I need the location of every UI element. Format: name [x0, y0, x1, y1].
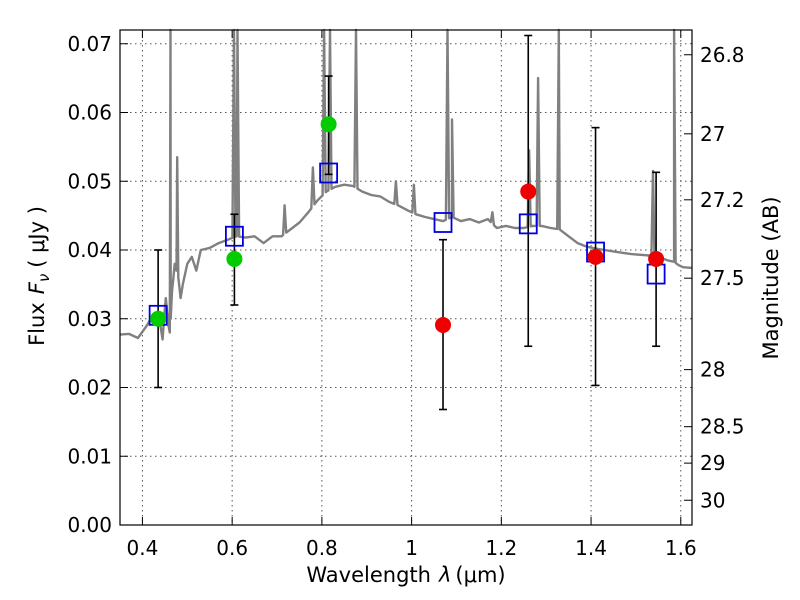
y-tick-label: 0.05 — [67, 169, 112, 193]
model-photometry-square — [518, 213, 538, 235]
x-tick-label: 1.6 — [665, 536, 697, 560]
right-tick-label: 28 — [700, 358, 725, 382]
x-tick-label: 1.2 — [485, 536, 517, 560]
model-photometry-square — [224, 225, 244, 247]
model-spectrum — [119, 28, 693, 341]
y-axis-label: FluxFν( μJy ) — [25, 206, 53, 346]
y-tick-label: 0.00 — [67, 513, 112, 537]
x-tick-label: 1 — [405, 536, 418, 560]
y-tick-label: 0.01 — [67, 444, 112, 468]
observed-point — [520, 183, 537, 200]
model-photometry — [148, 162, 666, 326]
y-tick-label: 0.04 — [67, 238, 112, 262]
observed-point — [648, 250, 665, 267]
axis-ticks — [120, 30, 692, 526]
observed-point — [320, 116, 337, 133]
y-tick-label: 0.06 — [67, 101, 112, 125]
x-tick-label: 0.4 — [127, 536, 159, 560]
right-axis-label: Magnitude (AB) — [759, 196, 783, 359]
right-tick-label: 26.8 — [700, 43, 745, 67]
x-tick-label: 0.8 — [306, 536, 338, 560]
right-tick-label: 27 — [700, 122, 725, 146]
x-tick-label: 0.6 — [216, 536, 248, 560]
observed-point — [435, 316, 452, 333]
right-tick-label: 28.5 — [700, 415, 745, 439]
x-tick-label: 1.4 — [575, 536, 607, 560]
right-tick-label: 27.5 — [700, 266, 745, 290]
observed-point — [587, 248, 604, 265]
spectrum-line — [119, 28, 693, 341]
right-tick-label: 29 — [700, 451, 725, 475]
model-photometry-square — [319, 162, 339, 184]
model-photometry-square — [433, 212, 453, 233]
observed-photometry — [150, 116, 665, 333]
y-tick-label: 0.07 — [67, 32, 112, 56]
observed-point — [150, 310, 167, 327]
y-tick-label: 0.03 — [67, 307, 112, 331]
x-axis-label: Wavelength λ (μm) — [306, 563, 505, 587]
y-tick-labels: 0.00 0.01 0.02 0.03 0.04 0.05 0.06 0.07 — [67, 32, 112, 537]
y-tick-label: 0.02 — [67, 376, 112, 400]
plot-frame — [119, 29, 693, 526]
grid-lines — [120, 30, 692, 526]
right-tick-labels: 26.8 27 27.2 27.5 28 28.5 29 30 — [700, 43, 745, 513]
right-tick-label: 30 — [700, 488, 725, 512]
right-tick-label: 27.2 — [700, 188, 745, 212]
observed-point — [226, 250, 243, 267]
x-tick-labels: 0.4 0.6 0.8 1 1.2 1.4 1.6 — [127, 536, 697, 560]
error-bars — [154, 34, 661, 411]
